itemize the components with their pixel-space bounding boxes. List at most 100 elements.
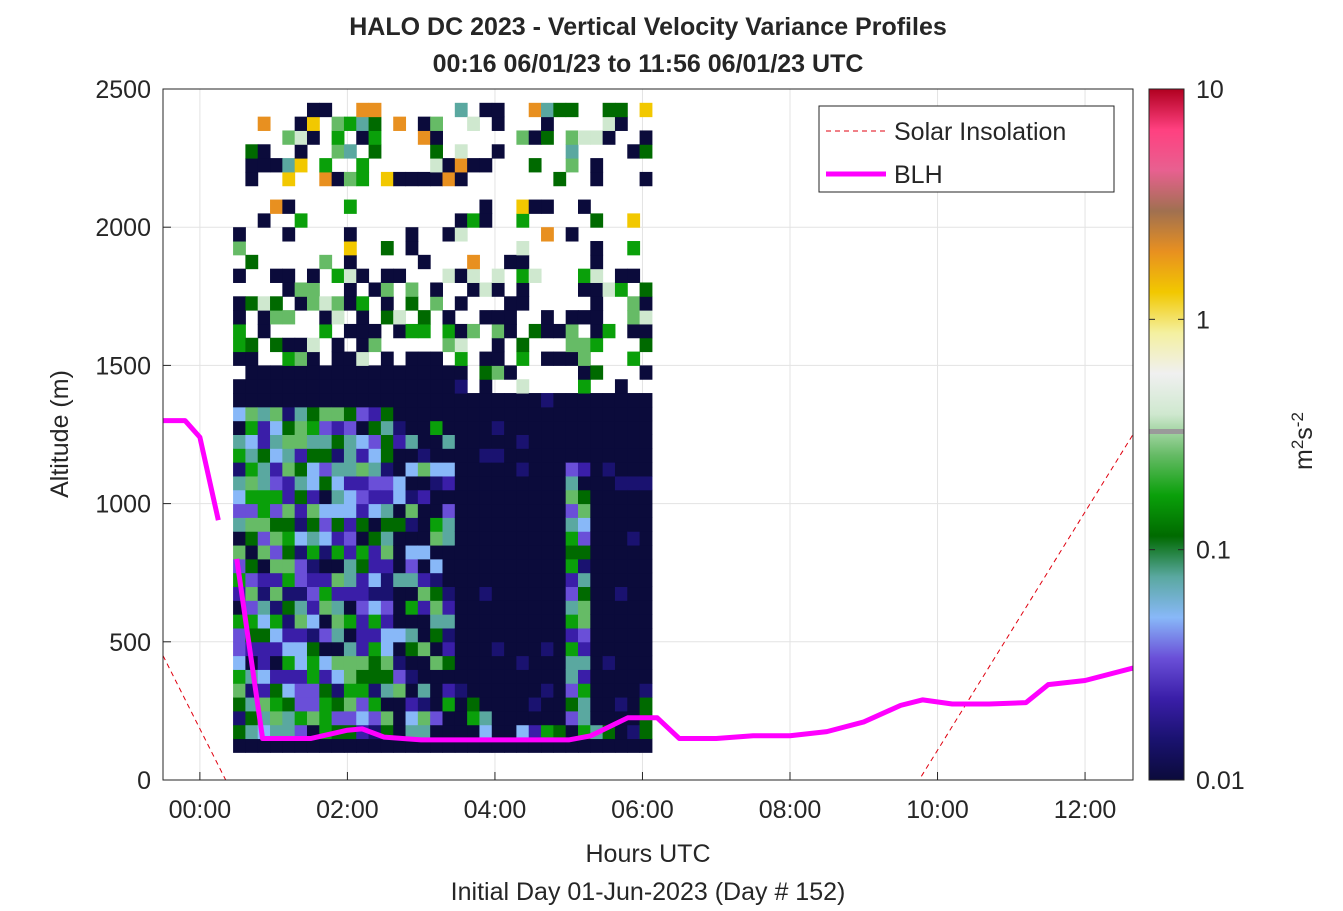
heatmap-cell — [590, 600, 604, 615]
heatmap-cell — [454, 531, 468, 546]
heatmap-cell — [331, 337, 345, 353]
heatmap-cell — [233, 738, 246, 753]
heatmap-cell — [467, 406, 480, 422]
heatmap-cell — [257, 323, 271, 339]
heatmap-cell — [319, 254, 333, 270]
heatmap-cell — [442, 379, 456, 394]
heatmap-cell — [504, 558, 517, 574]
heatmap-cell — [614, 434, 628, 449]
heatmap-cell — [233, 406, 246, 422]
heatmap-cell — [417, 724, 431, 740]
heatmap-cell — [454, 697, 468, 712]
heatmap-cell — [454, 393, 468, 408]
heatmap-cell — [602, 517, 616, 532]
heatmap-cell — [430, 572, 443, 588]
heatmap-cell — [577, 545, 591, 560]
heatmap-cell — [245, 462, 259, 477]
heatmap-cell — [454, 379, 468, 394]
heatmap-cell — [541, 724, 554, 740]
heatmap-cell — [491, 475, 505, 491]
heatmap-cell — [233, 710, 246, 726]
heatmap-cell — [319, 462, 333, 477]
heatmap-cell — [306, 420, 320, 435]
heatmap-cell — [380, 434, 394, 449]
heatmap-cell — [282, 365, 296, 380]
heatmap-cell — [405, 614, 419, 629]
heatmap-cell — [257, 213, 271, 228]
heatmap-cell — [479, 462, 493, 477]
heatmap-cell — [331, 379, 345, 394]
heatmap-cell — [417, 683, 431, 698]
heatmap-cell — [516, 199, 530, 214]
heatmap-cell — [343, 116, 357, 131]
heatmap-cell — [577, 655, 591, 670]
heatmap-cell — [430, 420, 443, 435]
heatmap-cell — [405, 406, 419, 422]
heatmap-cell — [393, 268, 407, 283]
heatmap-cell — [516, 254, 530, 270]
heatmap-cell — [417, 379, 431, 394]
heatmap-cell — [541, 406, 554, 422]
heatmap-cell — [553, 351, 567, 366]
heatmap-cell — [577, 130, 591, 145]
heatmap-cell — [417, 545, 431, 560]
heatmap-cell — [553, 558, 567, 574]
heatmap-cell — [319, 655, 333, 670]
heatmap-cell — [405, 393, 419, 408]
heatmap-cell — [528, 710, 542, 726]
heatmap-cell — [319, 545, 333, 560]
heatmap-cell — [368, 489, 382, 505]
heatmap-cell — [454, 406, 468, 422]
colorbar-fill — [1149, 89, 1184, 780]
heatmap-cell — [368, 697, 382, 712]
heatmap-cell — [393, 669, 407, 684]
heatmap-cell — [590, 738, 604, 753]
heatmap-cell — [590, 296, 604, 311]
heatmap-cell — [565, 503, 579, 518]
heatmap-cell — [590, 627, 604, 643]
heatmap-cell — [639, 448, 653, 463]
heatmap-cell — [368, 379, 382, 394]
heatmap-cell — [467, 614, 480, 629]
heatmap-cell — [368, 614, 382, 629]
heatmap-cell — [491, 351, 505, 366]
heatmap-cell — [639, 282, 653, 297]
heatmap-cell — [454, 268, 468, 283]
heatmap-cell — [602, 627, 616, 643]
heatmap-cell — [577, 738, 591, 753]
heatmap-cell — [590, 171, 604, 187]
heatmap-cell — [627, 724, 641, 740]
x-tick-label: 10:00 — [906, 796, 969, 824]
heatmap-cell — [627, 393, 641, 408]
heatmap-cell — [590, 614, 604, 629]
heatmap-cell — [516, 558, 530, 574]
heatmap-cell — [356, 268, 370, 283]
heatmap-cell — [553, 697, 567, 712]
heatmap-cell — [380, 655, 394, 670]
heatmap-cell — [233, 655, 246, 670]
heatmap-cell — [565, 420, 579, 435]
heatmap-cell — [442, 545, 456, 560]
heatmap-cell — [602, 558, 616, 574]
heatmap-cell — [479, 379, 493, 394]
heatmap-cell — [393, 448, 407, 463]
heatmap-cell — [294, 545, 308, 560]
heatmap-cell — [331, 365, 345, 380]
heatmap-cell — [356, 641, 370, 657]
heatmap-cell — [639, 683, 653, 698]
heatmap-cell — [491, 268, 505, 283]
heatmap-cell — [368, 475, 382, 491]
heatmap-cell — [442, 669, 456, 684]
heatmap-cell — [245, 296, 259, 311]
heatmap-cell — [245, 420, 259, 435]
heatmap-cell — [306, 572, 320, 588]
heatmap-cell — [639, 171, 653, 187]
x-tick-label: 00:00 — [169, 796, 232, 824]
heatmap-cell — [356, 710, 370, 726]
heatmap-cell — [356, 171, 370, 187]
heatmap-cell — [356, 586, 370, 601]
heatmap-cell — [356, 517, 370, 532]
heatmap-cell — [516, 724, 530, 740]
heatmap-cell — [528, 323, 542, 339]
heatmap-cell — [577, 627, 591, 643]
